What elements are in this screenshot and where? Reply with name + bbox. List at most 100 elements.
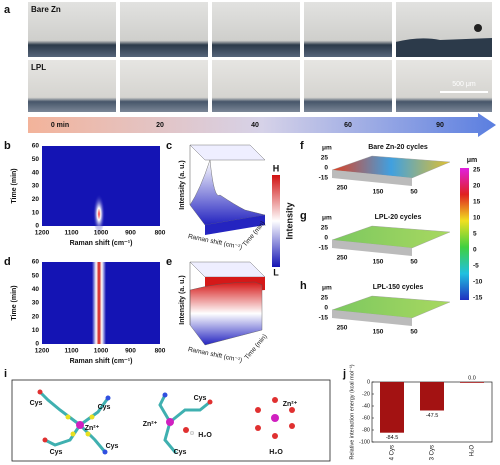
y-tick-label: 30 xyxy=(32,183,40,190)
x-tick-label: 1200 xyxy=(35,348,50,355)
color-bar xyxy=(272,175,280,267)
time-label: 40 xyxy=(251,122,259,129)
y-tick-label: 10 xyxy=(32,209,40,216)
time-label: 20 xyxy=(156,122,164,129)
value-label: 0.0 xyxy=(468,375,476,381)
y-label: Time (min) xyxy=(11,168,18,203)
z-tick-label: -15 xyxy=(319,315,329,322)
z-label: Intensity (a. u.) xyxy=(179,160,186,209)
panel-letter: i xyxy=(4,368,7,380)
x-tick-label: 1100 xyxy=(64,230,78,237)
atom-label: H₂O xyxy=(269,449,283,456)
color-bar-tick: -10 xyxy=(473,279,483,286)
z-tick-label: 25 xyxy=(321,295,329,302)
z-tick-label: 0 xyxy=(324,235,328,242)
color-bar-tick: -5 xyxy=(473,263,479,270)
y-tick-label: 50 xyxy=(32,156,40,163)
z-tick-label: -15 xyxy=(319,245,329,252)
atom-label: Zn²⁺ xyxy=(283,401,298,408)
x-tick-label: 800 xyxy=(155,348,166,355)
x-tick-label: 250 xyxy=(337,325,348,332)
axis-unit: μm xyxy=(322,285,332,292)
bar xyxy=(460,382,484,383)
panel-letter: f xyxy=(300,140,304,152)
x-tick-label: 4 Cys xyxy=(390,445,396,460)
row-label: Bare Zn xyxy=(31,5,61,14)
x-tick-label: 1100 xyxy=(64,348,78,355)
panel-letter: d xyxy=(4,256,11,268)
y-tick-label: -100 xyxy=(359,439,370,445)
x-tick-label: 1200 xyxy=(35,230,50,237)
z-tick-label: 25 xyxy=(321,225,329,232)
y-tick-label: 30 xyxy=(32,300,40,307)
y-label: Relative interaction energy (kcal mol⁻¹) xyxy=(349,364,355,459)
x-tick-label: 3 Cys xyxy=(430,445,436,460)
y-tick-label: -60 xyxy=(362,415,370,421)
y-tick-label: 0 xyxy=(35,223,39,230)
y-tick-label: 40 xyxy=(32,169,40,176)
atom-label: Cys xyxy=(50,449,63,456)
x-tick-label: 900 xyxy=(125,348,136,355)
z-label: Intensity (a. u.) xyxy=(179,275,186,324)
scale-bar-label: 500 μm xyxy=(452,81,476,88)
x-tick-label: 50 xyxy=(410,259,418,266)
time-arrow xyxy=(28,113,496,137)
axis-unit: μm xyxy=(322,145,332,152)
z-tick-label: 0 xyxy=(324,165,328,172)
panel-title: Bare Zn-20 cycles xyxy=(368,144,428,151)
x-label: Raman shift (cm⁻¹) xyxy=(187,233,242,251)
x-tick-label: 150 xyxy=(373,329,384,336)
panel-title: LPL-150 cycles xyxy=(373,284,424,291)
color-bar-unit: μm xyxy=(467,157,478,164)
panel-letter: c xyxy=(166,140,172,152)
x-tick-label: 1000 xyxy=(94,230,109,237)
x-tick-label: 150 xyxy=(373,259,384,266)
atom-label: Zn²⁺ xyxy=(85,425,100,432)
x-label: Raman shift (cm⁻¹) xyxy=(70,240,133,247)
panel-title: LPL-20 cycles xyxy=(375,214,422,221)
z-tick-label: 25 xyxy=(321,155,329,162)
heatmap-peak xyxy=(92,262,106,344)
y-tick-label: 40 xyxy=(32,286,40,293)
molecules xyxy=(38,390,212,454)
panel-letter: h xyxy=(300,280,307,292)
atom-label: H₂O xyxy=(198,432,212,439)
z-tick-label: -15 xyxy=(319,175,329,182)
x-tick-label: 1000 xyxy=(94,348,109,355)
surface-3d xyxy=(189,144,266,235)
y-tick-label: -40 xyxy=(362,403,370,409)
height-map-side xyxy=(332,310,412,326)
y-tick-label: 0 xyxy=(367,379,370,385)
panel-letter: j xyxy=(342,368,346,380)
value-label: -84.5 xyxy=(386,435,399,441)
x-tick-label: 50 xyxy=(410,329,418,336)
atom-label: Cys xyxy=(194,395,207,402)
x-tick-label: 150 xyxy=(373,189,384,196)
y-label: Time (min) xyxy=(11,285,18,320)
atom-label: Cys xyxy=(106,443,119,450)
x-tick-label: H₂O xyxy=(470,445,476,457)
time-label: 0 min xyxy=(51,122,69,129)
color-bar-tick: 10 xyxy=(473,215,481,222)
z-tick-label: 0 xyxy=(324,305,328,312)
axis-unit: μm xyxy=(322,215,332,222)
atom-label: Cys xyxy=(98,404,111,411)
y-tick-label: 60 xyxy=(32,259,40,266)
panel-letter: e xyxy=(166,256,172,268)
atom-label: Zn²⁺ xyxy=(143,421,158,428)
x-tick-label: 250 xyxy=(337,185,348,192)
x-tick-label: 50 xyxy=(410,189,418,196)
color-bar-tick: -15 xyxy=(473,295,483,302)
value-label: -47.5 xyxy=(426,413,439,419)
y-tick-label: -20 xyxy=(362,391,370,397)
surface-3d xyxy=(189,261,266,346)
x-label: Raman shift (cm⁻¹) xyxy=(70,358,133,365)
y-label: Time (min) xyxy=(244,333,269,361)
structure-box xyxy=(11,379,331,462)
atom-label: Cys xyxy=(30,400,43,407)
color-bar-tick: 15 xyxy=(473,199,481,206)
color-bar-bottom: L xyxy=(273,267,279,277)
height-map-side xyxy=(332,240,412,256)
y-tick-label: 20 xyxy=(32,313,40,320)
